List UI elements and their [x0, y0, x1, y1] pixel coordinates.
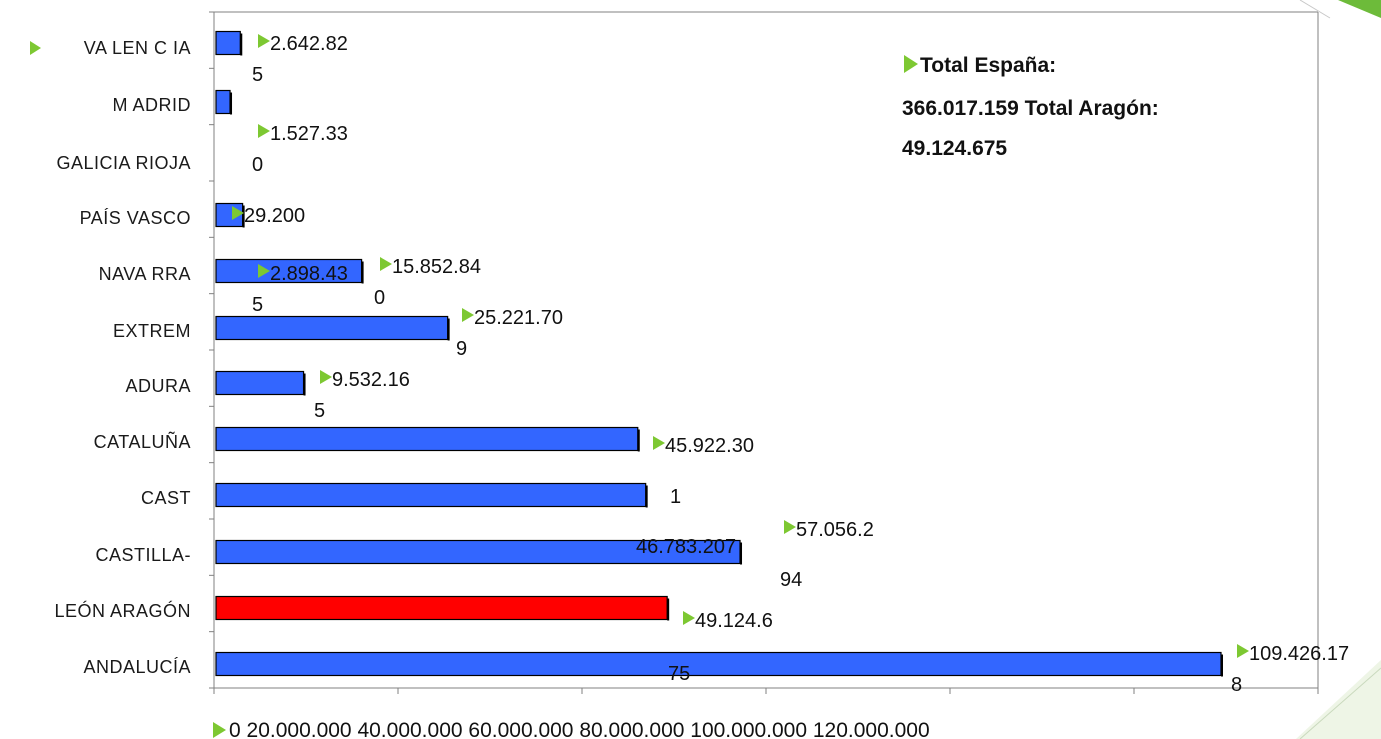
category-label-castilla: CASTILLA- [95, 545, 191, 565]
value-label-line-1: 45.922.30 [665, 435, 754, 457]
value-label-line-2: 5 [314, 400, 325, 422]
category-label-va-len-c-ia: VA LEN C IA [84, 38, 191, 58]
category-label-catalu-a: CATALUÑA [94, 431, 191, 452]
bar-va-len-c-ia [215, 30, 241, 56]
bar-le-n-arag-n [215, 595, 668, 621]
category-label-galicia-rioja: GALICIA RIOJA [56, 153, 191, 173]
value-label-line-2: 1 [670, 486, 681, 508]
category-label-le-n-arag-n: LEÓN ARAGÓN [54, 600, 191, 621]
value-bullet-icon [380, 257, 392, 271]
value-bullet-icon [1237, 644, 1249, 658]
value-bullet-icon [258, 124, 270, 138]
category-label-nava-rra: NAVA RRA [99, 264, 191, 284]
value-label: 46.783.207 [636, 536, 736, 558]
total-bullet-icon [904, 55, 918, 73]
corner-decoration-top-line [1299, 0, 1331, 19]
x-axis [213, 687, 1319, 694]
value-label: 2.642.82 5 [252, 33, 348, 86]
value-label-line-2: 0 [252, 154, 263, 176]
corner-decoration-bottom-line [1299, 667, 1381, 739]
value-bullet-icon [320, 370, 332, 384]
total-line-1: Total España: [920, 54, 1056, 77]
value-label-line-1: 2.642.82 [270, 33, 348, 55]
total-line-3: 49.124.675 [902, 137, 1007, 160]
value-label-line-1: 46.783.207 [636, 536, 736, 558]
value-bullet-icon [784, 520, 796, 534]
category-label-cast: CAST [141, 488, 191, 508]
value-label-line-1: 1.527.33 [270, 123, 348, 145]
value-label-line-2: 5 [252, 294, 263, 316]
value-label: 49.124.6 75 [668, 610, 773, 685]
value-label: 45.922.30 1 [653, 435, 754, 508]
value-bullet-icon [683, 611, 695, 625]
bar-andaluc-a [215, 651, 1222, 677]
bar-adura [215, 370, 305, 396]
value-bullet-icon [232, 206, 244, 220]
category-label-adura: ADURA [125, 376, 191, 396]
value-label: 29.200 [232, 205, 305, 227]
value-label-line-1: 15.852.84 [392, 256, 481, 278]
bar-cast [215, 482, 647, 508]
total-line-2: 366.017.159 Total Aragón: [902, 97, 1159, 120]
value-label: 1.527.33 0 [252, 123, 348, 176]
total-annotation: Total España: 366.017.159 Total Aragón: … [902, 54, 1159, 160]
y-axis: VA LEN C IA M ADRID GALICIA RIOJA PAÍS VASC… [30, 11, 215, 689]
value-label: 25.221.70 9 [456, 307, 563, 360]
value-bullet-icon [258, 34, 270, 48]
value-label: 109.426.17 8 [1231, 643, 1349, 696]
value-bullet-icon [258, 264, 270, 278]
category-label-pa-s-vasco: PAÍS VASCO [80, 208, 191, 228]
bar-extrem [215, 315, 449, 341]
bars [215, 30, 1223, 677]
value-label-line-1: 25.221.70 [474, 307, 563, 329]
value-label-line-1: 49.124.6 [695, 610, 773, 632]
value-bullet-icon [462, 308, 474, 322]
corner-decoration-top [1338, 0, 1381, 18]
category-label-andaluc-a: ANDALUCÍA [83, 657, 191, 677]
value-label: 9.532.16 5 [314, 369, 410, 422]
value-label: 15.852.84 0 [374, 256, 481, 309]
category-bullet-icon [30, 41, 41, 55]
x-tick-bullet-icon [213, 722, 226, 738]
value-label-line-2: 0 [374, 287, 385, 309]
data-labels: 2.642.82 5 1.527.33 0 29.200 2.898.43 5 15.852.… [232, 33, 1349, 696]
value-label-line-1: 9.532.16 [332, 369, 410, 391]
value-label-line-2: 94 [780, 569, 802, 591]
category-label-extrem: EXTREM [113, 321, 191, 341]
plot-frame [213, 11, 1319, 688]
bar-catalu-a [215, 426, 639, 452]
value-label-line-1: 57.056.2 [796, 519, 874, 541]
value-label-line-2: 8 [1231, 674, 1242, 696]
value-label-line-2: 5 [252, 64, 263, 86]
value-label: 57.056.2 94 [780, 519, 874, 591]
value-label-line-2: 75 [668, 663, 690, 685]
value-label-line-1: 109.426.17 [1249, 643, 1349, 665]
value-label-line-1: 2.898.43 [270, 263, 348, 285]
x-tick-labels: 0 20.000.000 40.000.000 60.000.000 80.00… [229, 719, 930, 739]
value-label-line-1: 29.200 [244, 205, 305, 227]
bar-m-adrid [215, 89, 231, 115]
category-label-m-adrid: M ADRID [112, 95, 191, 115]
corner-decoration-bottom [1296, 660, 1381, 739]
value-label: 2.898.43 5 [252, 263, 348, 316]
value-bullet-icon [653, 436, 665, 450]
value-label-line-2: 9 [456, 338, 467, 360]
x-tick-row: 0 20.000.000 40.000.000 60.000.000 80.00… [213, 719, 930, 739]
